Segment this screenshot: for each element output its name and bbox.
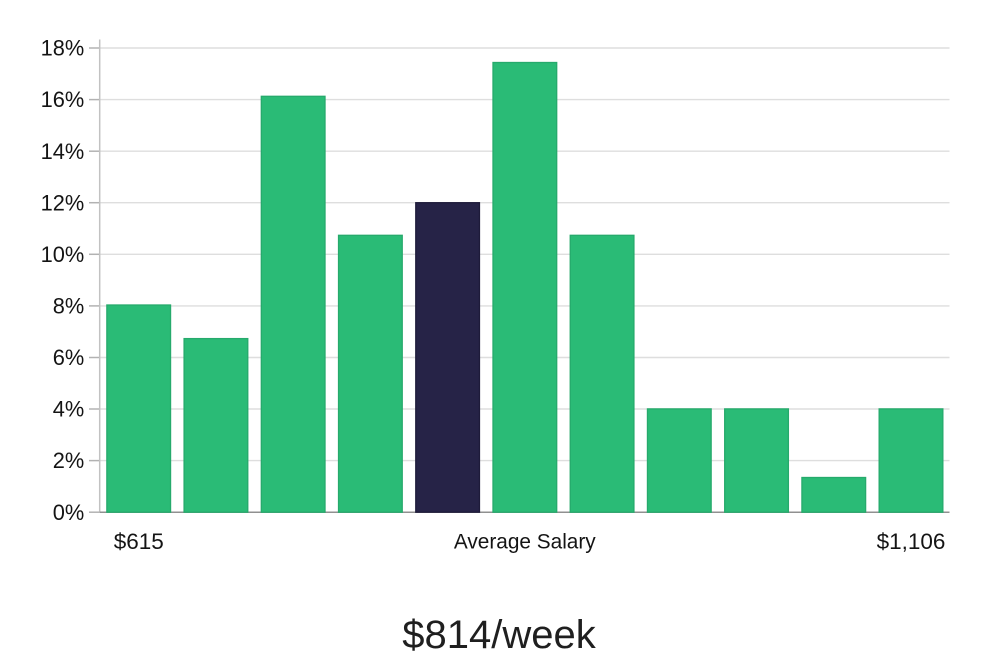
svg-text:14%: 14% (41, 139, 85, 164)
svg-text:4%: 4% (53, 397, 85, 422)
svg-text:10%: 10% (41, 242, 85, 267)
svg-text:16%: 16% (41, 87, 85, 112)
svg-text:0%: 0% (53, 500, 85, 525)
svg-text:$814/week: $814/week (402, 613, 596, 657)
svg-text:$1,106: $1,106 (877, 529, 946, 554)
svg-text:Average Salary: Average Salary (454, 531, 596, 554)
svg-text:8%: 8% (53, 294, 85, 319)
svg-text:12%: 12% (41, 190, 85, 215)
svg-text:2%: 2% (53, 448, 85, 473)
svg-text:6%: 6% (53, 345, 85, 370)
svg-text:18%: 18% (41, 36, 85, 61)
svg-text:$615: $615 (114, 529, 164, 554)
